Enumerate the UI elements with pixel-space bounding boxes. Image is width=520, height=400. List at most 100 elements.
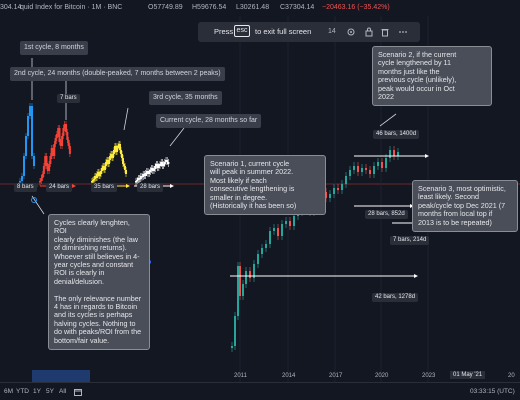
candle <box>42 166 45 174</box>
candle <box>33 156 35 166</box>
cycle2-bars <box>39 121 71 186</box>
candle <box>52 148 54 156</box>
candle <box>281 224 283 236</box>
range-1y[interactable]: 1Y <box>33 388 41 395</box>
candle <box>285 221 287 224</box>
range-ytd[interactable]: YTD <box>16 388 29 395</box>
candle <box>137 178 140 180</box>
candle <box>93 179 95 181</box>
note-connectors <box>31 58 397 215</box>
time-axis[interactable]: 2011 2014 2017 2020 2023 01 May '21 20 <box>0 368 520 382</box>
candle <box>377 162 379 166</box>
candle <box>166 160 169 162</box>
candle <box>153 169 155 171</box>
bubble-roi-note[interactable]: Cycles clearly lenghten, ROI clearly dim… <box>48 214 150 351</box>
axis-label-right: 20 <box>508 373 515 379</box>
candle <box>29 106 31 116</box>
note-current-cycle[interactable]: Current cycle, 28 months so far <box>156 114 262 128</box>
candle <box>151 168 154 171</box>
candle <box>59 142 62 146</box>
candle <box>242 284 244 296</box>
note-cycle2[interactable]: 2nd cycle, 24 months (double-peaked, 7 m… <box>10 67 225 81</box>
candle <box>289 221 291 226</box>
candle <box>237 266 239 316</box>
note-cycle3[interactable]: 3rd cycle, 35 months <box>149 91 222 105</box>
candle <box>337 188 339 190</box>
candle <box>142 174 145 177</box>
cycle3-bars <box>91 141 127 186</box>
tag-42-bars: 42 bars, 1278d <box>372 293 419 302</box>
tag-28-bars-852d: 28 bars, 852d <box>365 210 408 219</box>
candle <box>154 166 157 169</box>
candle <box>41 174 44 178</box>
gear-icon[interactable] <box>346 27 356 37</box>
candle <box>389 150 391 158</box>
candle <box>155 164 158 166</box>
candle <box>249 271 251 278</box>
range-5y[interactable]: 5Y <box>46 388 54 395</box>
candle <box>369 170 371 174</box>
selection-range-highlight <box>32 370 90 382</box>
tag-24-bars: 24 bars <box>46 183 73 192</box>
candle <box>54 138 57 144</box>
candle <box>67 140 70 146</box>
bubble-scenario2[interactable]: Scenario 2, if the current cycle lengthe… <box>372 46 492 107</box>
candle <box>112 154 114 158</box>
fullscreen-message: to exit full screen <box>255 27 312 36</box>
candle <box>104 166 106 170</box>
candle <box>293 216 295 226</box>
symbol-title[interactable]: quid Index for Bitcoin · 1M · BNC <box>20 4 123 11</box>
current-cycle-bars <box>135 157 170 186</box>
tag-7-bars: 7 bars <box>57 94 80 103</box>
candle <box>63 124 66 128</box>
candle <box>277 228 279 236</box>
candle <box>116 148 118 152</box>
range-all[interactable]: All <box>59 388 67 395</box>
trash-icon[interactable] <box>380 27 390 37</box>
fullscreen-toolbar: Press esc to exit full screen 14 <box>198 22 420 42</box>
candle <box>165 160 167 162</box>
tag-28-bars: 28 bars <box>137 183 164 192</box>
calendar-icon[interactable] <box>74 388 82 396</box>
candle <box>357 166 359 172</box>
candle <box>261 248 263 254</box>
candle <box>23 156 25 176</box>
candle <box>139 176 142 179</box>
candle <box>53 144 56 156</box>
price-left: 304.14 <box>0 4 22 11</box>
candle <box>66 132 69 140</box>
bubble-scenario1[interactable]: Scenario 1, current cycle will peak in s… <box>204 155 326 216</box>
candle <box>135 181 137 183</box>
more-icon[interactable] <box>398 27 408 37</box>
candle <box>49 156 52 164</box>
candle <box>333 188 335 194</box>
candle <box>68 146 71 154</box>
candle <box>58 128 61 142</box>
ohlc-close: C37304.14 <box>280 4 315 11</box>
candle <box>167 162 170 164</box>
anchor-dot <box>31 197 37 203</box>
lock-icon[interactable] <box>364 27 374 37</box>
candle <box>345 176 347 184</box>
tag-7-bars-214d: 7 bars, 214d <box>390 236 430 245</box>
range-6m[interactable]: 6M <box>4 388 14 395</box>
ohlc-low: L30261.48 <box>236 4 270 11</box>
axis-label-2014: 2014 <box>282 373 296 379</box>
candle <box>122 158 124 164</box>
bubble-scenario3[interactable]: Scenario 3, most optimistic, least likel… <box>412 180 518 233</box>
candle <box>257 254 259 264</box>
candle <box>120 150 122 154</box>
fullscreen-press-label: Press <box>214 27 234 36</box>
candle <box>62 128 65 136</box>
esc-key[interactable]: esc <box>234 25 250 37</box>
candle <box>50 148 53 156</box>
axis-label-2017: 2017 <box>329 373 343 379</box>
candle <box>385 158 387 168</box>
candle <box>141 176 143 178</box>
candle <box>91 181 93 183</box>
tag-46-bars: 46 bars, 1400d <box>373 130 420 139</box>
candle <box>113 150 115 154</box>
tag-8-bars: 8 bars <box>14 183 37 192</box>
note-cycle1[interactable]: 1st cycle, 8 months <box>20 41 88 55</box>
candle <box>163 162 166 164</box>
